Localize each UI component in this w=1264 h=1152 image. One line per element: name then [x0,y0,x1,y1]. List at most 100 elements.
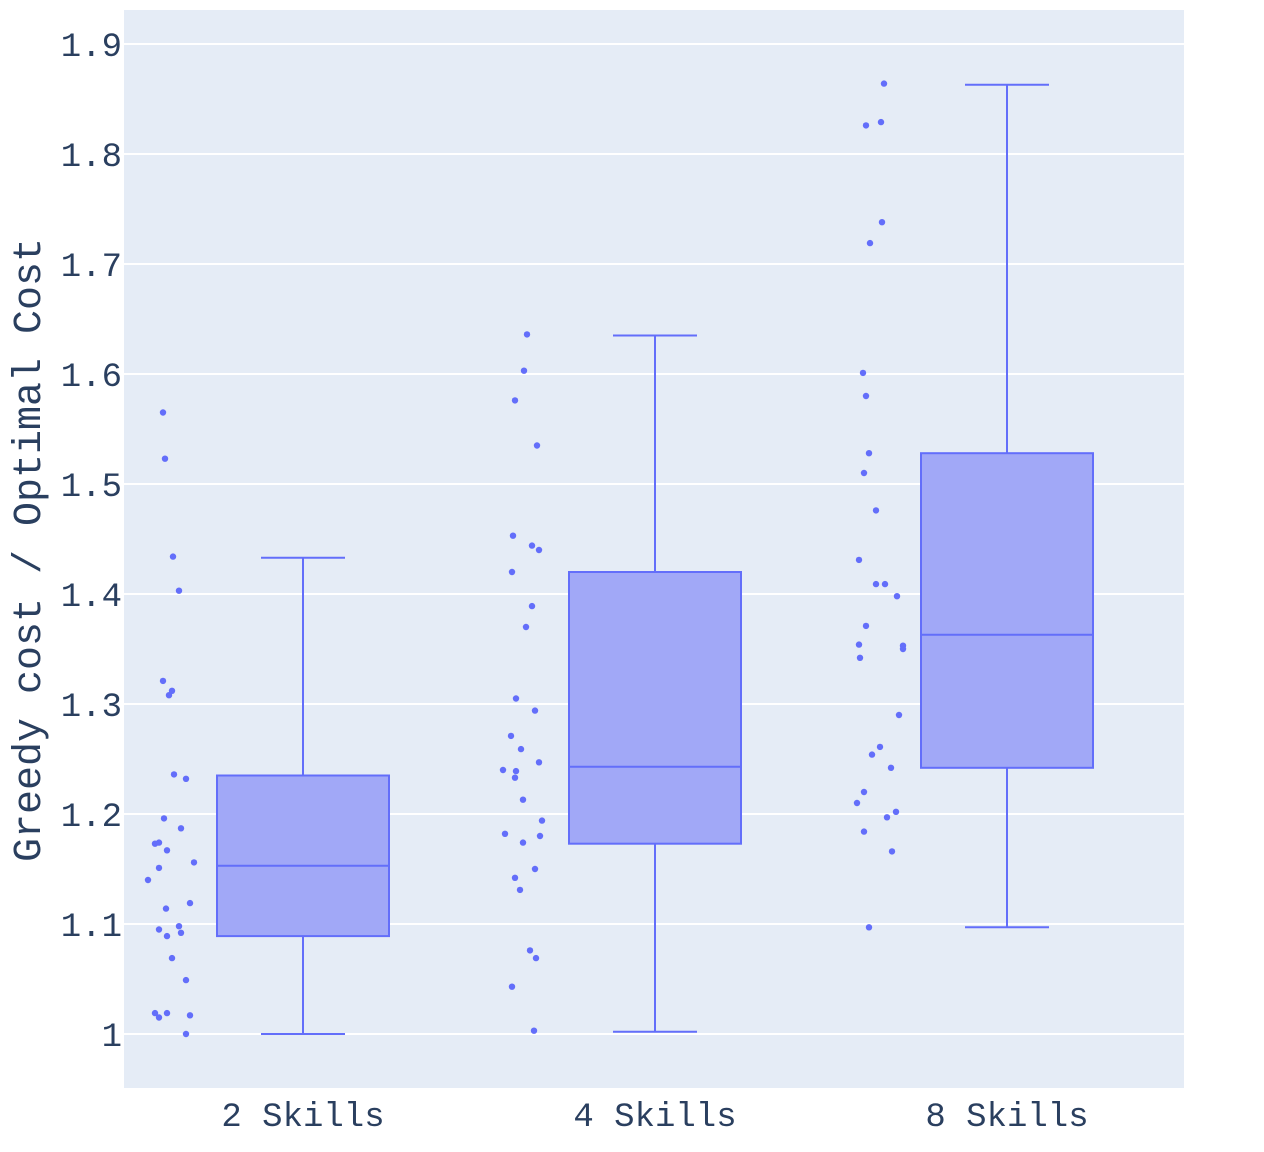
y-tick-label: 1.5 [61,469,122,507]
data-point [526,947,534,954]
data-point [536,832,544,840]
data-point [532,954,540,962]
box-1 [216,556,390,1035]
box-2 [568,334,742,1033]
iqr-box [568,571,742,845]
data-point [862,122,870,129]
data-point [860,828,868,835]
data-point [859,369,867,377]
data-point [499,766,507,774]
data-point [876,743,884,751]
data-point [880,80,888,87]
data-point [866,239,874,247]
data-point [511,397,519,404]
data-point [175,923,183,930]
data-point [877,118,885,126]
data-point [860,469,868,477]
data-point [155,1014,163,1021]
data-point [538,817,546,824]
x-tick-label: 8 Skills [925,1099,1088,1137]
data-points [144,80,907,1038]
data-point [161,455,169,462]
data-point [177,929,185,936]
data-point [169,553,177,560]
data-point [520,367,528,374]
data-point [856,654,864,661]
data-point [899,645,907,653]
data-point [155,864,163,872]
box-3 [920,83,1094,929]
iqr-box [920,452,1094,769]
data-point [162,905,170,912]
data-point [186,899,194,907]
data-point [853,799,861,807]
data-point [159,409,167,416]
y-tick-label: 1.3 [61,689,122,727]
data-point [895,711,903,719]
data-point [883,814,891,821]
data-point [519,839,527,846]
data-point [519,796,527,803]
data-point [868,751,876,758]
data-point [535,546,543,554]
data-point [531,707,539,714]
data-point [860,788,868,796]
data-point [512,695,520,702]
data-point [878,219,886,226]
data-point [501,830,509,837]
data-point [862,392,870,400]
data-point [533,442,541,449]
data-point [160,815,168,822]
data-point [182,775,190,782]
data-point [535,759,543,766]
data-point [893,593,901,600]
data-point [155,926,163,933]
data-point [163,932,171,940]
data-point [516,886,524,894]
data-point [170,771,178,778]
data-point [531,865,539,873]
data-point [862,622,870,630]
y-tick-label: 1.2 [61,799,122,837]
data-point [887,764,895,771]
data-point [175,587,183,594]
data-point [528,542,536,549]
boxes [216,83,1094,1035]
x-tick-label: 4 Skills [573,1099,736,1137]
data-point [186,1012,194,1019]
data-point [159,677,167,685]
data-point [528,602,536,610]
data-point [163,1009,171,1017]
data-point [165,692,173,699]
data-point [517,745,525,753]
data-point [177,825,185,832]
y-tick-label: 1.9 [61,29,122,67]
data-point [530,1027,538,1034]
data-point [144,876,152,884]
data-point [190,859,198,866]
x-tick-labels: 2 Skills 4 Skills 8 Skills [221,1099,1088,1137]
y-tick-label: 1.6 [61,359,122,397]
data-point [182,1030,190,1038]
data-point [872,507,880,514]
y-tick-label: 1 [102,1019,122,1057]
data-point [865,924,873,931]
data-point [511,874,519,881]
data-point [855,641,863,648]
y-tick-labels: 1 1.1 1.2 1.3 1.4 1.5 1.6 1.7 1.8 1.9 [61,29,122,1057]
x-tick-label: 2 Skills [221,1099,384,1137]
data-point [508,983,516,990]
data-point [509,532,517,539]
data-point [881,580,889,588]
data-point [872,580,880,588]
y-tick-label: 1.1 [61,909,122,947]
data-point [168,954,176,962]
data-point [508,568,516,576]
data-point [855,556,863,564]
y-tick-label: 1.4 [61,579,122,617]
data-point [523,331,531,338]
data-point [865,450,873,457]
iqr-box [216,774,390,938]
data-point [163,847,171,854]
